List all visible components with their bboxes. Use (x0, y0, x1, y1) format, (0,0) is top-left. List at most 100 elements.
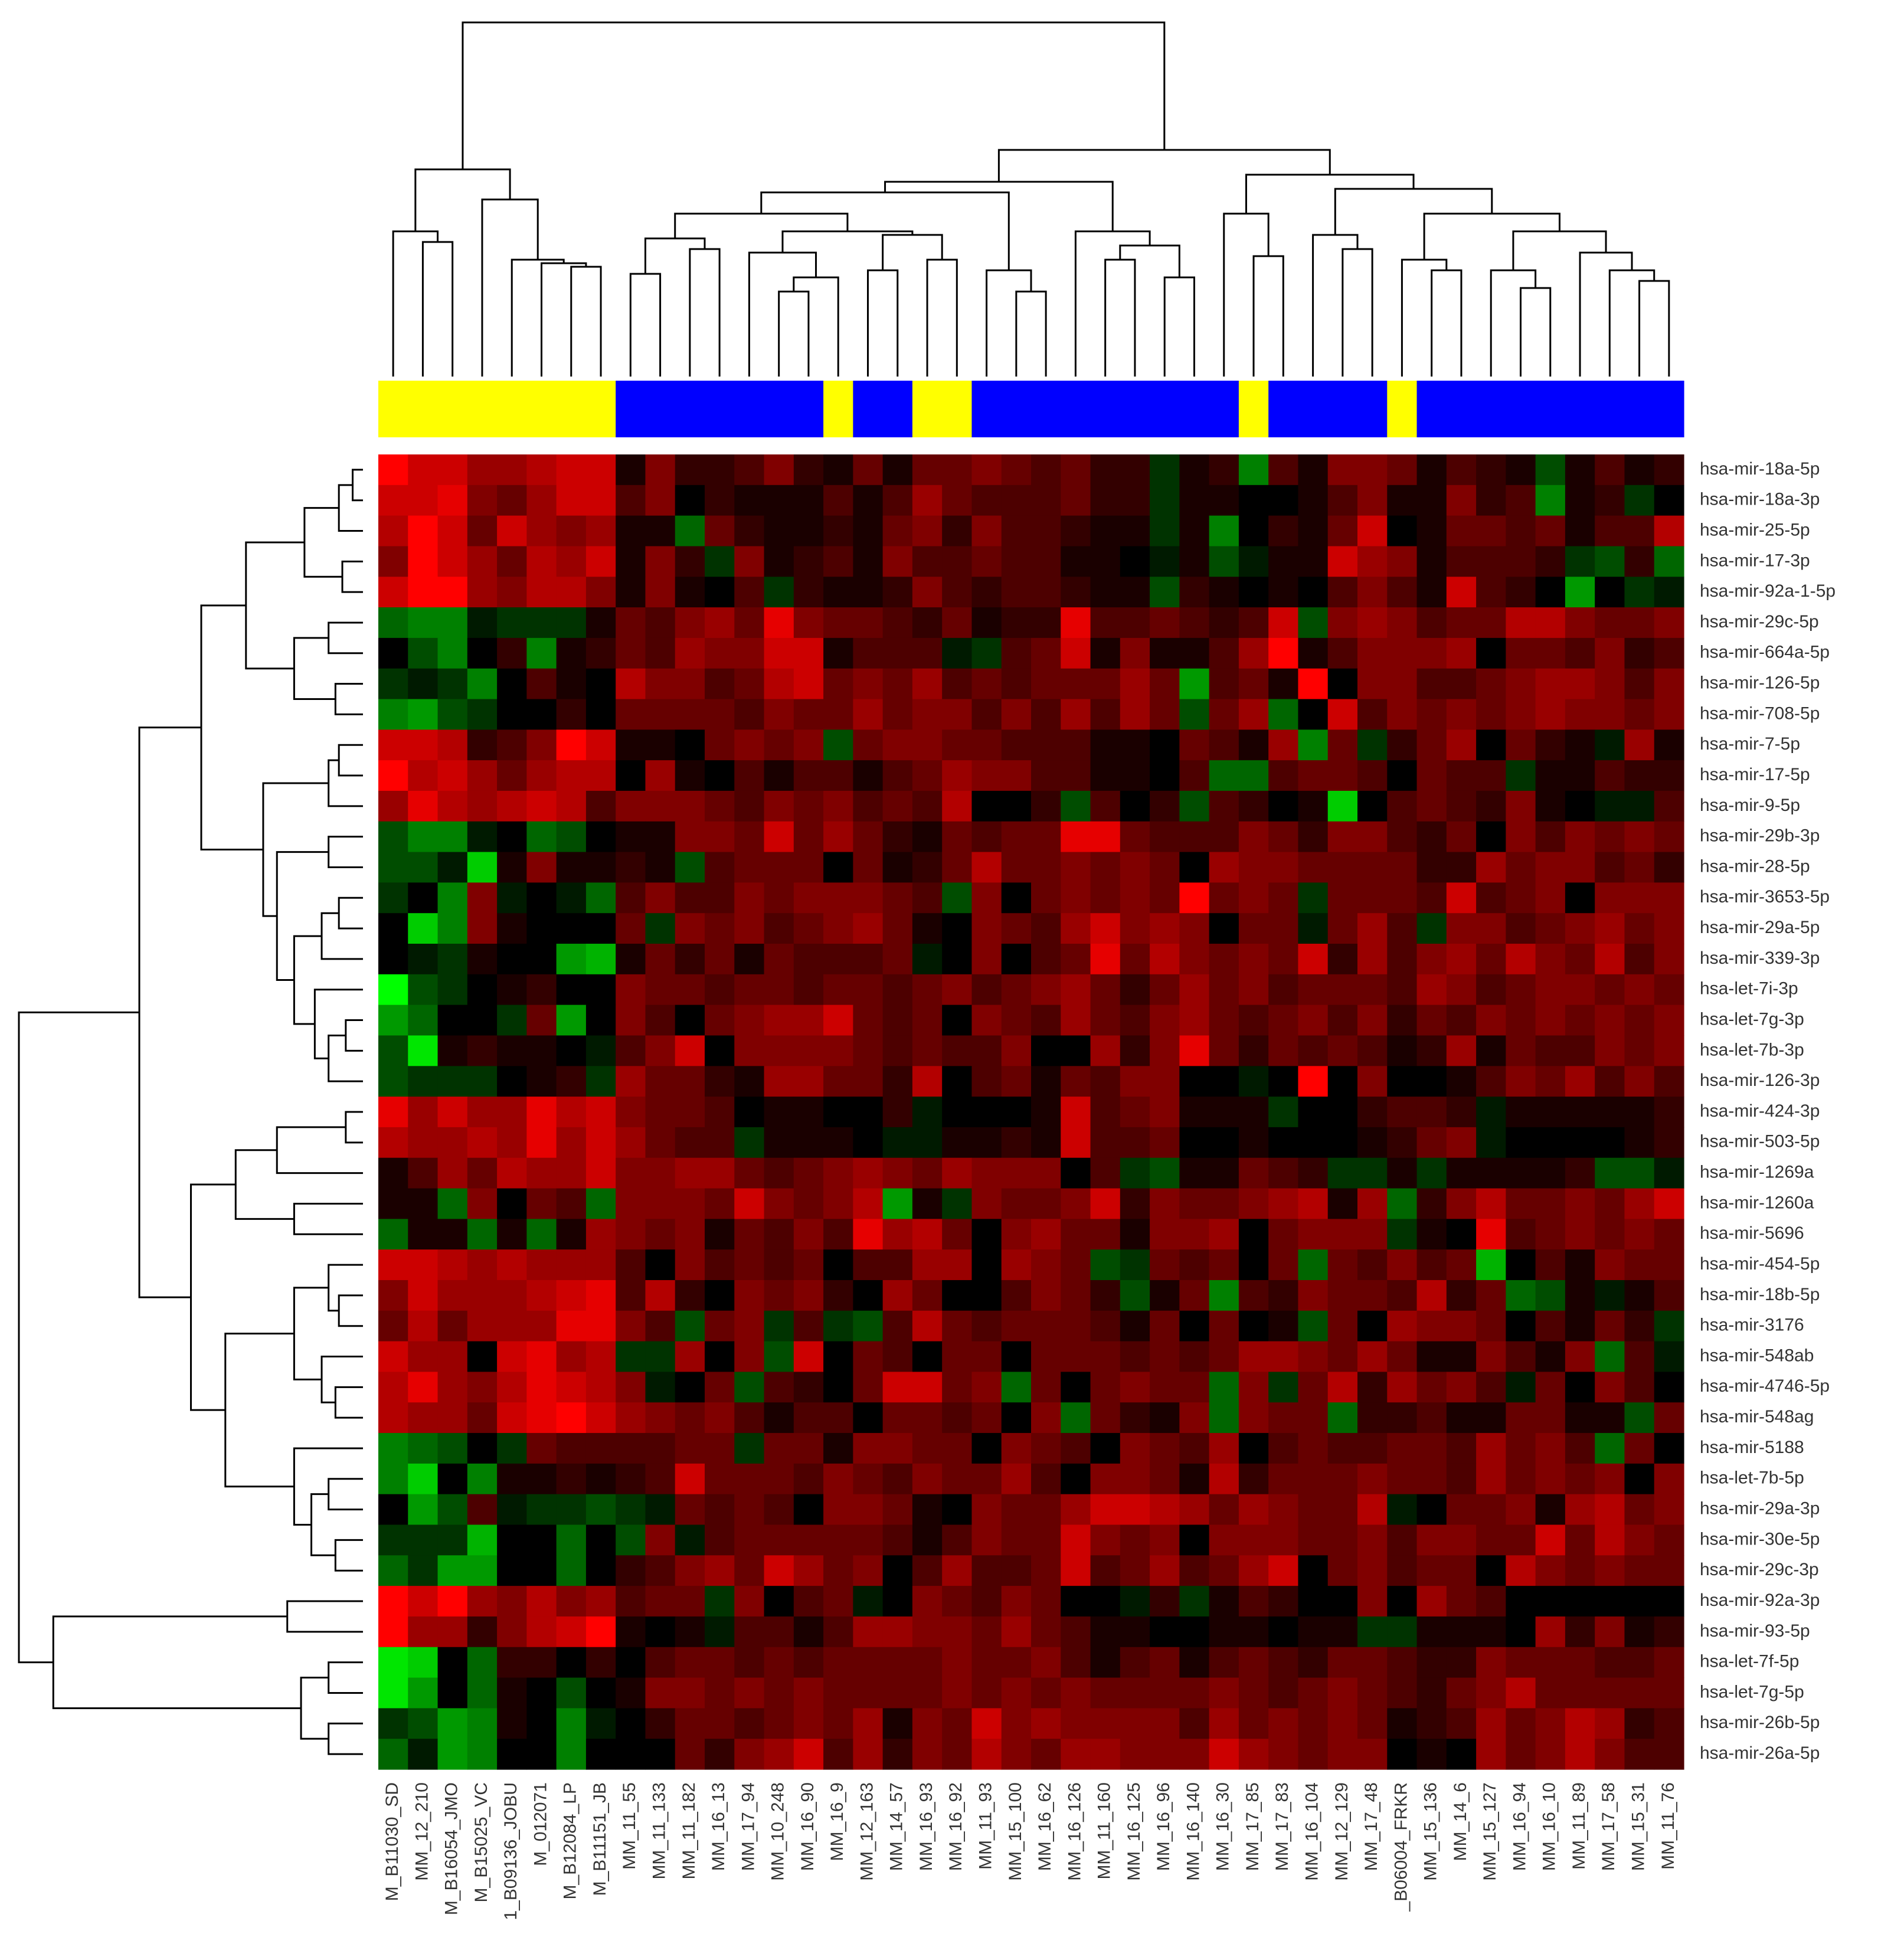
heatmap-cell (1001, 974, 1032, 1006)
dendrogram-link (1423, 212, 1560, 260)
heatmap-cell (645, 882, 676, 914)
row-label: hsa-let-7g-3p (1700, 1009, 1804, 1029)
heatmap-cell (467, 852, 498, 883)
column-label: MM_11_93 (976, 1782, 996, 1870)
heatmap-cell (1624, 515, 1655, 547)
heatmap-cell (526, 1219, 557, 1250)
heatmap-cell (1387, 974, 1418, 1006)
heatmap-cell (1654, 760, 1684, 791)
row-label: hsa-mir-30e-5p (1700, 1529, 1820, 1549)
heatmap-cell (616, 1066, 646, 1097)
heatmap-cell (1238, 1004, 1269, 1036)
heatmap-cell (1061, 1586, 1091, 1617)
heatmap-cell (971, 1035, 1002, 1066)
heatmap-cell (526, 760, 557, 791)
heatmap-cell (526, 699, 557, 730)
heatmap-cell (942, 454, 973, 486)
heatmap-cell (1031, 1188, 1061, 1219)
heatmap-cell (1535, 1004, 1566, 1036)
heatmap-cell (1150, 1249, 1180, 1281)
row-label: hsa-mir-454-5p (1700, 1254, 1820, 1274)
heatmap-cell (1595, 1066, 1625, 1097)
column-label: MM_17_94 (738, 1782, 758, 1871)
heatmap-cell (1476, 1310, 1506, 1342)
heatmap-cell (1298, 577, 1329, 608)
heatmap-cell (971, 1433, 1002, 1464)
heatmap-cell (1031, 1280, 1061, 1311)
heatmap-cell (1179, 729, 1210, 761)
group-bar (378, 381, 408, 437)
heatmap-cell (526, 1433, 557, 1464)
heatmap-cell (1654, 1586, 1684, 1617)
heatmap-cell (1624, 729, 1655, 761)
heatmap-cell (1090, 1280, 1121, 1311)
heatmap-cell (1357, 1280, 1388, 1311)
heatmap-cell (645, 1433, 676, 1464)
heatmap-cell (1268, 1708, 1299, 1739)
heatmap-cell (585, 1157, 616, 1189)
heatmap-cell (1387, 1310, 1418, 1342)
heatmap-cell (675, 1004, 705, 1036)
heatmap-cell (853, 699, 884, 730)
column-label: 1_B09136_JOBU (501, 1782, 521, 1920)
heatmap-cell (1624, 1463, 1655, 1495)
heatmap-cell (675, 1341, 705, 1373)
heatmap-cell (1357, 1249, 1388, 1281)
heatmap-cell (1506, 1188, 1536, 1219)
heatmap-cell (1238, 1647, 1269, 1678)
heatmap-cell (1268, 1586, 1299, 1617)
row-label: hsa-mir-664a-5p (1700, 643, 1830, 662)
heatmap-cell (912, 515, 943, 547)
heatmap-cell (734, 1188, 765, 1219)
dendrogram-link (293, 935, 322, 1025)
heatmap-cell (853, 1188, 884, 1219)
heatmap-cell (1298, 1616, 1329, 1648)
heatmap-cell (526, 944, 557, 975)
heatmap-cell (408, 1616, 439, 1648)
heatmap-cell (1416, 546, 1447, 577)
heatmap-cell (497, 637, 527, 669)
heatmap-cell (853, 1586, 884, 1617)
heatmap-cell (497, 821, 527, 853)
heatmap-cell (1535, 1280, 1566, 1311)
heatmap-cell (645, 1219, 676, 1250)
heatmap-cell (1446, 1280, 1477, 1311)
heatmap-cell (853, 1739, 884, 1770)
dendrogram-link (1608, 269, 1655, 377)
heatmap-cell (1061, 1739, 1091, 1770)
heatmap-cell (942, 1004, 973, 1036)
row-label: hsa-mir-126-3p (1700, 1071, 1820, 1090)
heatmap-cell (1387, 485, 1418, 516)
heatmap-cell (1179, 1586, 1210, 1617)
heatmap-cell (1238, 852, 1269, 883)
heatmap-cell (1654, 1708, 1684, 1739)
heatmap-cell (912, 1616, 943, 1648)
heatmap-cell (497, 1188, 527, 1219)
heatmap-cell (616, 485, 646, 516)
heatmap-cell (1535, 668, 1566, 700)
heatmap-cell (467, 485, 498, 516)
heatmap-cell (764, 1677, 794, 1709)
heatmap-cell (853, 1219, 884, 1250)
heatmap-cell (853, 882, 884, 914)
heatmap-cell (1298, 1219, 1329, 1250)
heatmap-cell (1090, 1616, 1121, 1648)
heatmap-cell (1446, 637, 1477, 669)
heatmap-cell (1416, 577, 1447, 608)
heatmap-cell (1150, 1097, 1180, 1128)
heatmap-cell (1298, 1555, 1329, 1586)
group-bar (1298, 381, 1329, 437)
heatmap-cell (645, 760, 676, 791)
dendrogram-link (334, 683, 363, 715)
heatmap-cell (1179, 637, 1210, 669)
heatmap-cell (942, 944, 973, 975)
heatmap-cell (616, 1586, 646, 1617)
heatmap-cell (1150, 1555, 1180, 1586)
heatmap-cell (1298, 1280, 1329, 1311)
column-label: MM_11_89 (1569, 1782, 1589, 1870)
heatmap-cell (556, 760, 587, 791)
heatmap-cell (1209, 882, 1239, 914)
heatmap-cell (853, 1310, 884, 1342)
heatmap-cell (645, 1494, 676, 1526)
heatmap-cell (882, 1677, 913, 1709)
